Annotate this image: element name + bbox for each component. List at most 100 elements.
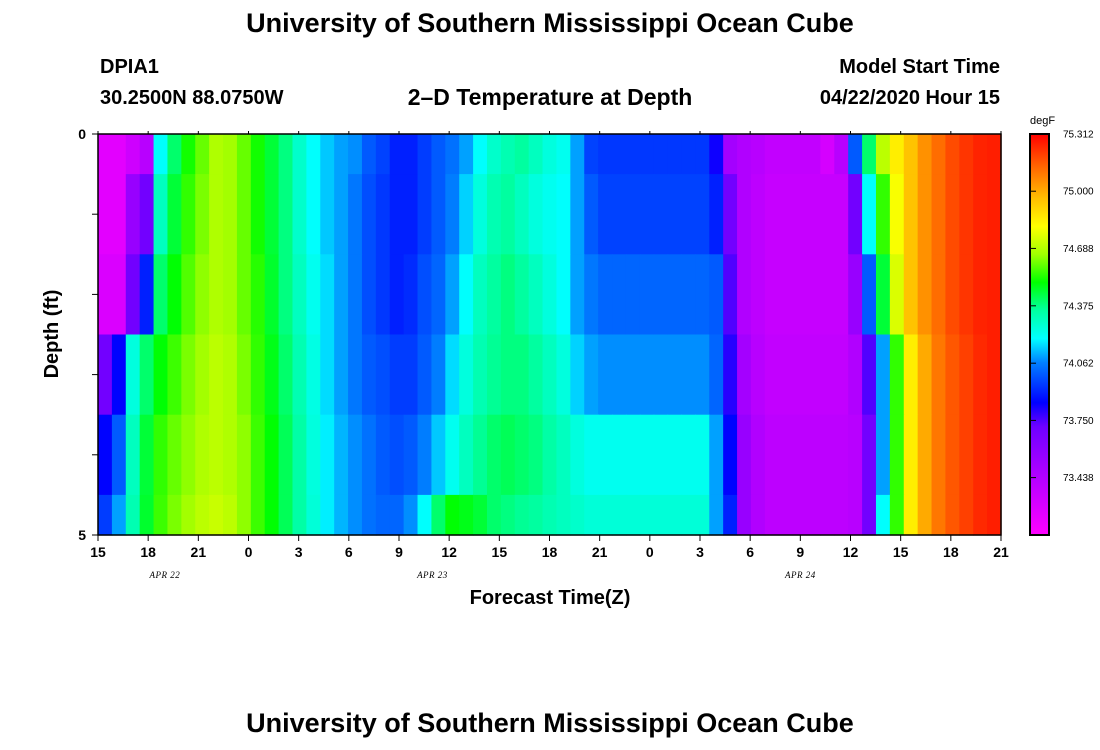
heatmap-cell (695, 334, 710, 416)
heatmap-cell (417, 254, 433, 336)
heatmap-cell (528, 494, 544, 536)
heatmap-cell (639, 414, 655, 496)
heatmap-cell (139, 334, 155, 416)
x-tick-label: 21 (592, 544, 608, 560)
heatmap-cell (167, 134, 182, 175)
heatmap-cell (723, 494, 738, 536)
heatmap-cell (514, 334, 530, 416)
heatmap-cell (917, 134, 933, 175)
heatmap-cell (181, 134, 196, 175)
heatmap-cell (737, 134, 752, 175)
heatmap-cell (403, 134, 419, 175)
heatmap-cell (236, 334, 252, 416)
heatmap-cell (264, 254, 280, 336)
heatmap-cell (98, 414, 113, 496)
heatmap-cell (431, 134, 446, 175)
colorbar-tick-label: 73.750 (1063, 416, 1094, 427)
heatmap-cell (514, 254, 530, 336)
heatmap-cell (236, 414, 252, 496)
heatmap-cell (528, 414, 544, 496)
heatmap-cell (459, 174, 474, 255)
heatmap-cell (681, 134, 696, 175)
heatmap-cell (792, 254, 808, 336)
heatmap-cell (889, 494, 905, 536)
heatmap-cell (639, 494, 655, 536)
heatmap-cell (723, 174, 738, 255)
heatmap-cell (806, 174, 821, 255)
heatmap-cell (709, 414, 724, 496)
heatmap-cell (598, 134, 613, 175)
heatmap-cell (612, 414, 627, 496)
heatmap-cell (375, 254, 391, 336)
heatmap-cell (848, 134, 863, 175)
heatmap-cell (764, 334, 780, 416)
heatmap-cell (334, 134, 349, 175)
heatmap-cell (514, 174, 530, 255)
heatmap-cell (862, 494, 877, 536)
model-start-label: Model Start Time (839, 56, 1000, 78)
heatmap-cell (598, 254, 613, 336)
heatmap-cell (542, 334, 558, 416)
heatmap-cell (764, 174, 780, 255)
heatmap-cell (348, 134, 363, 175)
x-tick-label: 0 (245, 544, 253, 560)
heatmap-cell (236, 174, 252, 255)
heatmap-cell (737, 174, 752, 255)
heatmap-cell (750, 134, 766, 175)
heatmap-cell (417, 414, 433, 496)
heatmap-cell (639, 254, 655, 336)
heatmap-cell (764, 494, 780, 536)
x-tick-label: 18 (140, 544, 156, 560)
heatmap-cell (987, 334, 1002, 416)
heatmap-cell (598, 174, 613, 255)
colorbar-units: degF (1030, 115, 1055, 127)
heatmap-cell (612, 494, 627, 536)
heatmap-cell (292, 174, 307, 255)
heatmap-cell (806, 334, 821, 416)
heatmap-cell (264, 494, 280, 536)
heatmap-cell (209, 494, 224, 536)
heatmap-cell (264, 174, 280, 255)
heatmap-cell (737, 334, 752, 416)
heatmap-cell (111, 494, 127, 536)
heatmap-cell (473, 334, 488, 416)
heatmap-cell (292, 134, 307, 175)
heatmap-cell (473, 494, 488, 536)
heatmap-cell (264, 134, 280, 175)
heatmap-cell (181, 174, 196, 255)
heatmap-cell (445, 174, 460, 255)
heatmap-cell (459, 494, 474, 536)
heatmap-cell (945, 174, 960, 255)
heatmap-cell (500, 334, 516, 416)
heatmap-cell (403, 334, 419, 416)
heatmap-cell (459, 334, 474, 416)
heatmap-cell (223, 174, 238, 255)
heatmap-cell (625, 334, 641, 416)
heatmap-cell (125, 334, 141, 416)
heatmap-cell (98, 134, 113, 175)
heatmap-cell (403, 254, 419, 336)
heatmap-cell (931, 494, 947, 536)
heatmap-cell (306, 134, 321, 175)
x-tick-label: 18 (943, 544, 959, 560)
heatmap-cell (361, 414, 377, 496)
heatmap-cell (834, 334, 849, 416)
heatmap-cell (167, 254, 182, 336)
heatmap-cell (209, 174, 224, 255)
heatmap-cell (306, 494, 321, 536)
colorbar: degF 75.312 75.000 74.688 74.375 74.062 73.75… (1029, 115, 1094, 536)
date-label: APR 22 (149, 570, 181, 580)
heatmap-cell (612, 334, 627, 416)
x-tick-label: 6 (345, 544, 353, 560)
heatmap-cell (584, 174, 599, 255)
heatmap-cell (500, 134, 516, 175)
heatmap-cell (236, 254, 252, 336)
heatmap-cell (848, 414, 863, 496)
heatmap-cell (820, 334, 835, 416)
heatmap-cell (125, 134, 141, 175)
station-id: DPIA1 (100, 56, 159, 78)
colorbar-tick-label: 74.688 (1063, 244, 1094, 255)
heatmap-cell (153, 254, 169, 336)
heatmap-cell (973, 494, 988, 536)
x-tick-label: 21 (191, 544, 207, 560)
